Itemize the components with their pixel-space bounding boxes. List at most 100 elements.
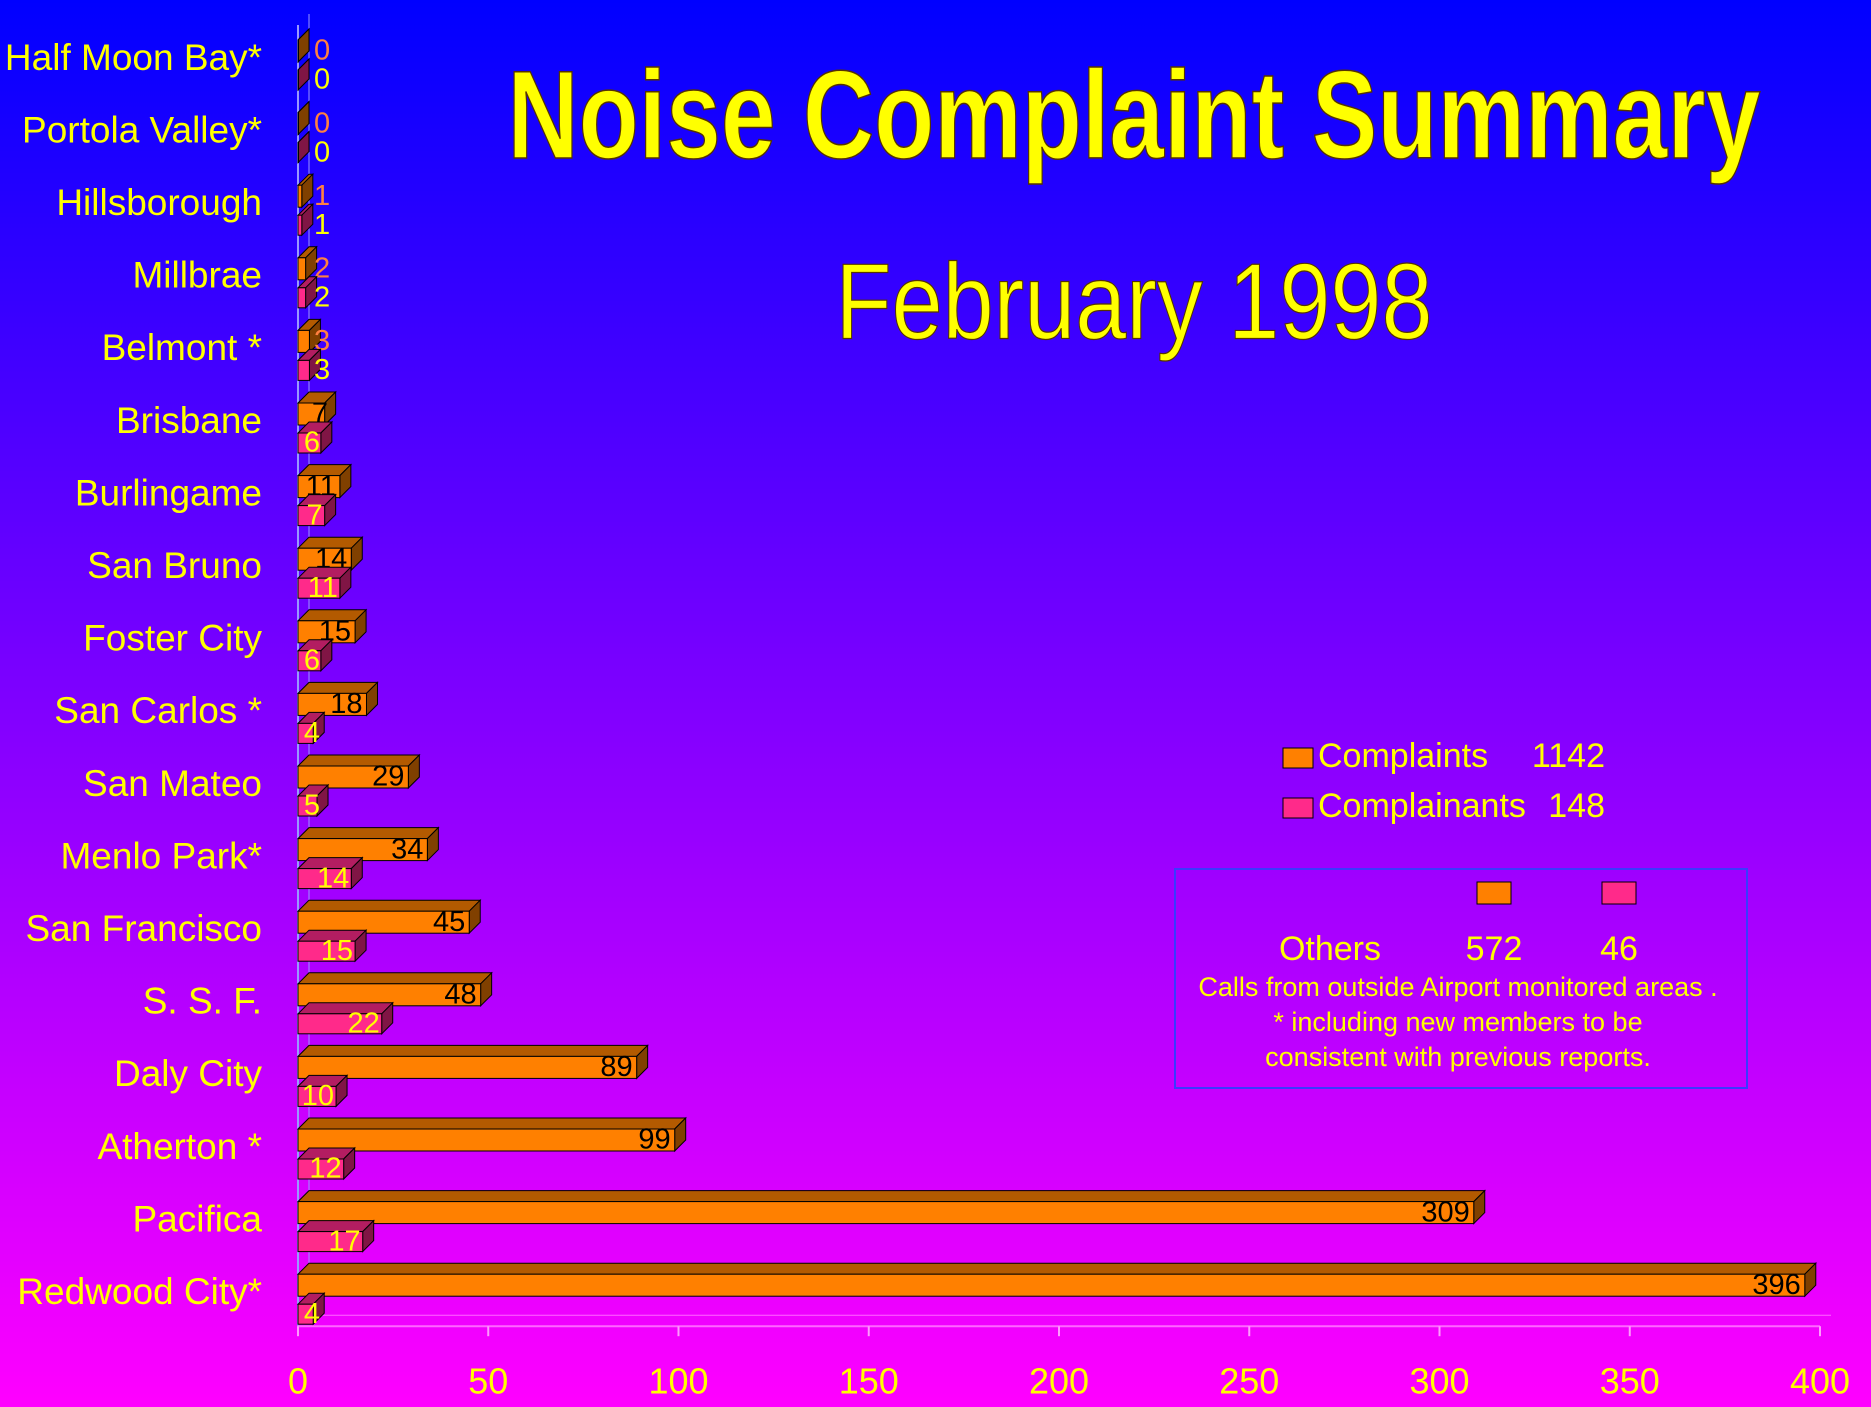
x-tick-label: 400 — [1790, 1361, 1850, 1402]
legend-total: 1142 — [1532, 737, 1605, 775]
y-tick-label: Millbrae — [132, 255, 262, 296]
bar-top — [296, 1190, 1486, 1203]
x-tick-label: 300 — [1409, 1361, 1469, 1402]
data-label: 15 — [321, 935, 353, 967]
legend-swatch — [1282, 797, 1314, 819]
bar — [297, 1013, 383, 1035]
data-label: 99 — [638, 1124, 670, 1156]
data-label: 29 — [372, 761, 404, 793]
data-label: 22 — [347, 1007, 379, 1039]
data-label: 18 — [330, 688, 362, 720]
bar — [297, 142, 299, 164]
bar — [297, 940, 356, 962]
bar — [297, 1231, 364, 1253]
y-tick-label: Redwood City* — [17, 1271, 262, 1312]
bar — [297, 1085, 337, 1107]
bar-top — [296, 1044, 649, 1057]
others-value: 46 — [1600, 930, 1638, 968]
data-label: 2 — [314, 281, 330, 313]
data-label: 1 — [314, 180, 330, 212]
others-note: Calls from outside Airport monitored are… — [1198, 972, 1717, 1002]
x-tick-label: 0 — [288, 1361, 308, 1402]
others-note: * including new members to be — [1273, 1007, 1642, 1037]
others-note: consistent with previous reports. — [1265, 1042, 1651, 1072]
chart-title: Noise Complaint Summary — [508, 46, 1761, 185]
data-label: 14 — [317, 862, 349, 894]
y-tick-label: Foster City — [83, 618, 262, 659]
y-tick-label: Brisbane — [116, 400, 262, 441]
others-box — [1174, 868, 1748, 1089]
legend-label: Complaints — [1318, 737, 1488, 775]
bar — [297, 505, 326, 527]
others-label: Others — [1279, 930, 1381, 968]
y-tick-label: Half Moon Bay* — [5, 37, 262, 78]
data-label: 4 — [304, 717, 320, 749]
bar — [297, 795, 318, 817]
bar — [297, 577, 341, 599]
y-tick-label: Burlingame — [75, 472, 262, 513]
bar — [297, 868, 352, 890]
data-label: 34 — [391, 833, 423, 865]
bar — [297, 329, 310, 353]
bar — [297, 287, 307, 309]
bar — [297, 910, 470, 934]
bar — [297, 69, 299, 91]
x-tick-label: 200 — [1029, 1361, 1089, 1402]
data-label: 396 — [1752, 1269, 1800, 1301]
y-tick-label: Atherton * — [97, 1126, 262, 1167]
data-label: 89 — [600, 1051, 632, 1083]
data-label: 12 — [309, 1153, 341, 1185]
data-label: 45 — [433, 906, 465, 938]
bar — [297, 359, 310, 381]
data-label: 2 — [314, 252, 330, 284]
bar — [297, 1273, 1806, 1297]
y-tick-label: Daly City — [114, 1053, 263, 1094]
data-label: 0 — [314, 107, 330, 139]
bar — [297, 1128, 676, 1152]
y-tick-label: S. S. F. — [143, 981, 262, 1022]
y-tick-label: San Francisco — [26, 908, 263, 949]
data-label: 0 — [314, 35, 330, 67]
data-label: 6 — [304, 644, 320, 676]
bar — [297, 650, 322, 672]
y-tick-label: Portola Valley* — [22, 109, 262, 150]
data-label: 309 — [1421, 1196, 1469, 1228]
legend-total: 148 — [1548, 787, 1605, 825]
bar — [297, 1158, 345, 1180]
data-label: 3 — [314, 354, 330, 386]
y-tick-label: Belmont * — [102, 327, 262, 368]
data-label: 6 — [304, 427, 320, 459]
data-label: 0 — [314, 64, 330, 96]
x-tick-label: 250 — [1219, 1361, 1279, 1402]
data-label: 48 — [444, 978, 476, 1010]
x-tick-label: 50 — [468, 1361, 508, 1402]
others-swatch — [1601, 881, 1637, 905]
bar — [297, 214, 303, 236]
legend-swatch — [1282, 747, 1314, 769]
data-label: 7 — [306, 499, 322, 531]
bar — [297, 39, 299, 63]
x-tick-label: 350 — [1600, 1361, 1660, 1402]
data-label: 0 — [314, 136, 330, 168]
others-value: 572 — [1466, 930, 1523, 968]
bar — [297, 722, 314, 744]
others-swatch — [1476, 881, 1512, 905]
y-tick-label: Menlo Park* — [60, 835, 262, 876]
data-label: 17 — [328, 1225, 360, 1257]
bar — [297, 692, 367, 716]
data-label: 11 — [308, 572, 338, 604]
bar — [297, 1055, 638, 1079]
y-tick-label: San Bruno — [87, 545, 262, 586]
bar — [297, 765, 409, 789]
data-label: 4 — [304, 1298, 320, 1330]
bar-top — [296, 1262, 1817, 1275]
bar — [297, 1303, 314, 1325]
x-tick-label: 150 — [839, 1361, 899, 1402]
data-label: 1 — [314, 209, 330, 241]
chart-subtitle: February 1998 — [836, 241, 1433, 362]
bar — [297, 112, 299, 136]
bar-top — [296, 1117, 687, 1130]
bar — [297, 1201, 1475, 1225]
x-tick-label: 100 — [648, 1361, 708, 1402]
bar — [297, 432, 322, 454]
